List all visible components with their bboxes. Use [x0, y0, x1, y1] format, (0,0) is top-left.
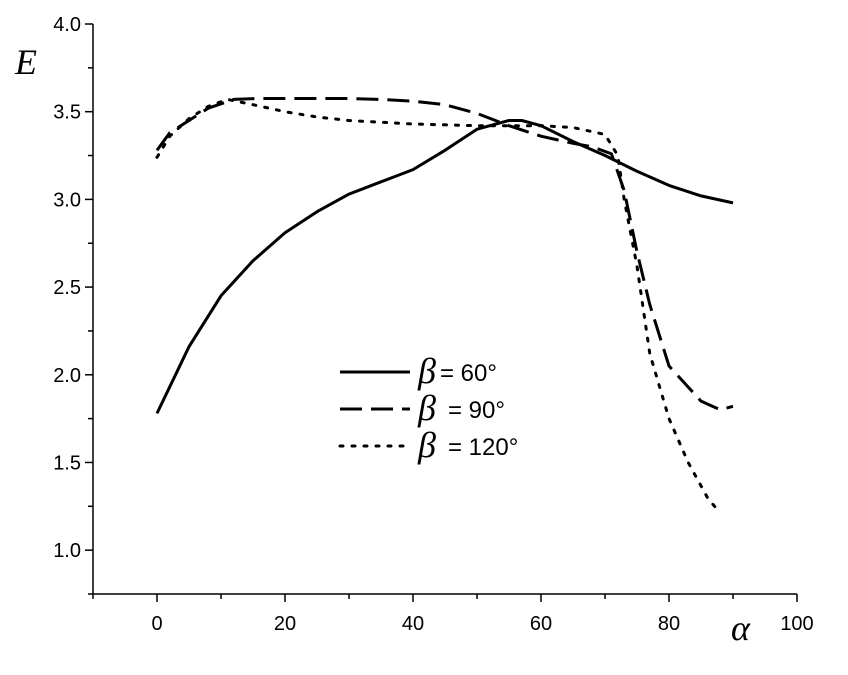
- legend-symbol: β: [417, 388, 436, 428]
- y-tick-label: 1.0: [53, 540, 81, 562]
- y-axis-title: E: [14, 42, 37, 82]
- legend-label: = 90°: [448, 397, 505, 424]
- legend: β = 60°β = 90°β = 120°: [338, 351, 518, 465]
- legend-symbol: β: [417, 425, 436, 465]
- series-line-3: [155, 97, 722, 515]
- y-tick-label: 3.0: [53, 189, 81, 211]
- legend-label: = 60°: [440, 360, 497, 387]
- x-tick-label: 40: [402, 613, 424, 635]
- y-axis-ticks: 1.0 1.5 2.0 2.5 3.0 3.5 4.0: [53, 14, 93, 595]
- x-tick-label: 80: [658, 613, 680, 635]
- x-tick-label: 60: [530, 613, 552, 635]
- y-tick-label: 1.5: [53, 452, 81, 474]
- legend-label: = 120°: [448, 434, 518, 461]
- y-tick-label: 3.5: [53, 102, 81, 124]
- y-tick-label: 2.5: [53, 277, 81, 299]
- x-tick-label: 0: [151, 613, 162, 635]
- x-axis-title: α: [731, 608, 751, 648]
- series-group: [155, 97, 734, 515]
- x-tick-label: 20: [274, 613, 296, 635]
- x-tick-label: 100: [780, 613, 813, 635]
- y-tick-label: 2.0: [53, 365, 81, 387]
- axes: [92, 24, 797, 595]
- series-line-1: [155, 119, 734, 415]
- x-axis-ticks: 0 20 40 60 80 100: [92, 594, 814, 635]
- series-line-2: [155, 97, 734, 412]
- y-tick-label: 4.0: [53, 14, 81, 36]
- legend-symbol: β: [417, 351, 436, 391]
